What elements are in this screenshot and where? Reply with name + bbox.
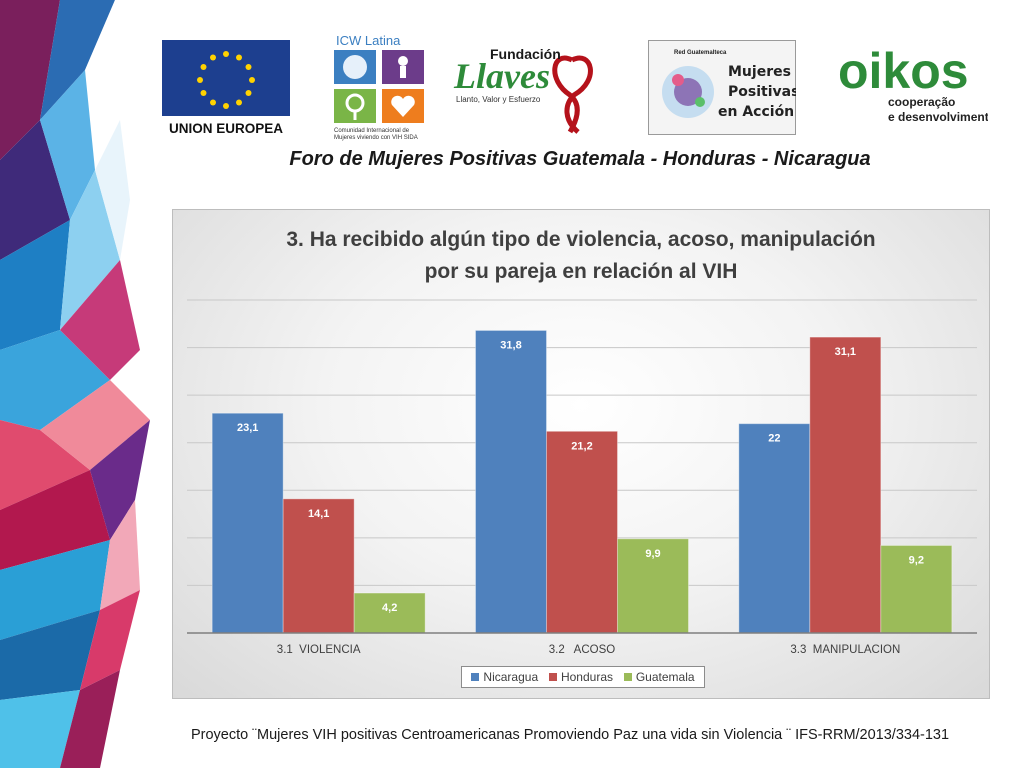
- data-label-nicaragua: 31,8: [500, 339, 521, 351]
- data-label-guatemala: 9,9: [645, 548, 660, 560]
- legend-item-honduras: Honduras: [548, 670, 613, 684]
- mujeres-positivas-logo: Red Guatemalteca Mujeres Positivas en Ac…: [648, 40, 796, 135]
- data-label-honduras: 21,2: [571, 440, 592, 452]
- x-tick-label: 3.3 MANIPULACION: [790, 644, 900, 656]
- legend-label: Nicaragua: [483, 670, 539, 684]
- fundacion-llaves-logo: Fundación Llaves Llanto, Valor y Esfuerz…: [453, 46, 593, 134]
- data-label-nicaragua: 22: [768, 433, 780, 445]
- decorative-mosaic: [0, 0, 150, 768]
- bar-honduras: [546, 430, 618, 634]
- llaves-logo-line1: Fundación: [490, 46, 561, 62]
- mpa-logo-line2: Positivas: [728, 84, 796, 100]
- legend-swatch: [471, 673, 480, 681]
- mpa-logo-line3: en Acción: [718, 104, 794, 120]
- forum-title: Foro de Mujeres Positivas Guatemala - Ho…: [289, 148, 871, 170]
- chart-title: 3. Ha recibido algún tipo de violencia, …: [173, 224, 989, 288]
- bar-guatemala: [880, 544, 953, 634]
- x-tick-label: 3.2 ACOSO: [549, 644, 616, 656]
- oikos-logo-name: oikos: [838, 43, 969, 99]
- chart-title-line1: 3. Ha recibido algún tipo de violencia, …: [286, 228, 876, 251]
- icw-caption-line2: Mujeres viviendo con VIH SIDA: [334, 135, 418, 141]
- legend-swatch: [548, 673, 557, 681]
- llaves-logo-tagline: Llanto, Valor y Esfuerzo: [456, 95, 541, 104]
- mpa-logo-line1: Mujeres: [728, 64, 791, 80]
- chart-legend: Nicaragua Honduras Guatemala: [461, 666, 705, 688]
- footer-project-text: Proyecto ¨Mujeres VIH positivas Centroam…: [190, 727, 950, 743]
- icw-caption-line1: Comunidad Internacional de: [334, 128, 410, 134]
- data-label-honduras: 14,1: [308, 508, 329, 520]
- bar-honduras: [282, 498, 355, 634]
- mpa-logo-small: Red Guatemalteca: [674, 50, 727, 56]
- oikos-logo-line2: e desenvolvimento: [888, 110, 988, 124]
- bar-guatemala: [617, 538, 689, 634]
- legend-swatch: [623, 673, 632, 681]
- icw-latina-logo: ICW Latina Comunidad Internacional de Mu…: [334, 33, 424, 141]
- llaves-logo-line2: Llaves: [453, 56, 550, 96]
- bar-guatemala: [353, 592, 426, 634]
- data-label-honduras: 31,1: [835, 346, 856, 358]
- bar-nicaragua: [738, 423, 811, 634]
- icw-logo-name: ICW Latina: [336, 33, 401, 48]
- chart-title-line2: por su pareja en relación al VIH: [424, 260, 738, 283]
- oikos-logo-line1: cooperação: [888, 95, 955, 109]
- legend-item-guatemala: Guatemala: [623, 670, 695, 684]
- bar-honduras: [809, 336, 882, 634]
- bar-nicaragua: [211, 412, 284, 634]
- oikos-logo: oikos cooperação e desenvolvimento: [838, 43, 988, 124]
- chart-container: 3. Ha recibido algún tipo de violencia, …: [172, 209, 990, 699]
- legend-item-nicaragua: Nicaragua: [471, 670, 538, 684]
- data-label-nicaragua: 23,1: [237, 422, 258, 434]
- legend-label: Honduras: [560, 670, 613, 684]
- data-label-guatemala: 9,2: [909, 554, 924, 566]
- x-tick-label: 3.1 VIOLENCIA: [277, 644, 361, 656]
- eu-logo: UNION EUROPEA: [162, 40, 290, 136]
- bar-nicaragua: [475, 329, 547, 634]
- bar-chart: 23,1 31,8 22 14,1 21,2 31,1 4,2 9,9 9,2 3.1 VIOLE…: [187, 299, 977, 656]
- data-label-guatemala: 4,2: [382, 602, 397, 614]
- legend-label: Guatemala: [635, 670, 695, 684]
- eu-logo-text: UNION EUROPEA: [169, 121, 283, 136]
